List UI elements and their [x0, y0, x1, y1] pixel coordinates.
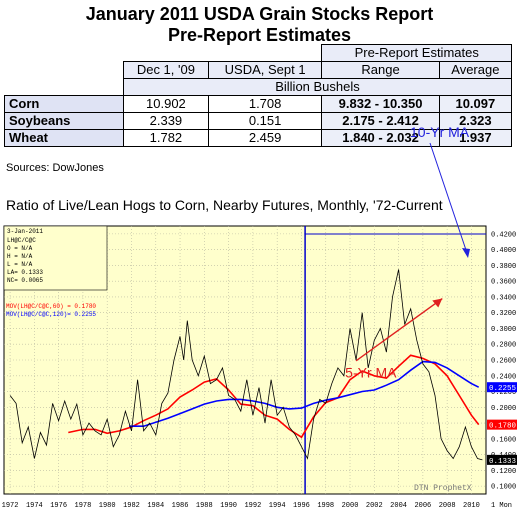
x-tick-label: 2006 — [414, 502, 431, 510]
report-subtitle: Pre-Report Estimates — [167, 25, 352, 45]
y-tick-label: 0.3000 — [491, 326, 516, 334]
x-tick-label: 1974 — [26, 502, 43, 510]
y-tick-label: 0.2200 — [491, 389, 516, 397]
sources-note: Sources: DowJones — [6, 162, 104, 174]
chart-title: Ratio of Live/Lean Hogs to Corn, Nearby … — [6, 197, 443, 213]
series-line — [129, 360, 480, 427]
x-tick-label: 1986 — [172, 502, 189, 510]
table-row: Corn 10.902 1.708 9.832 - 10.350 10.097 — [4, 95, 513, 113]
value-badge-label: 0.1333 — [489, 458, 517, 466]
x-tick-label: 1998 — [317, 502, 334, 510]
cell-sept: 0.151 — [207, 112, 323, 130]
value-badge — [487, 454, 517, 465]
y-tick-label: 0.3400 — [491, 294, 516, 302]
cell-average: 1.937 — [438, 129, 513, 147]
x-tick-label: 1982 — [123, 502, 140, 510]
table-row: Wheat 1.782 2.459 1.840 - 2.032 1.937 — [4, 129, 513, 147]
report-title: January 2011 USDA Grain Stocks Report — [85, 4, 434, 24]
legend-line: H = N/A — [7, 253, 33, 260]
y-tick-label: 0.3200 — [491, 310, 516, 318]
legend-line: LA= 0.1333 — [7, 269, 43, 276]
legend-line: LH@C/C@C — [7, 237, 36, 244]
group-header: Pre-Report Estimates — [321, 44, 512, 62]
legend-line: NC= 0.0065 — [7, 277, 43, 284]
col-header-range: Range — [321, 61, 440, 79]
value-badge — [487, 382, 517, 393]
ma10-annotation: 10-Yr MA — [410, 124, 470, 140]
cell-sept: 1.708 — [207, 95, 323, 113]
x-tick-label: 1978 — [75, 502, 92, 510]
y-tick-label: 0.1200 — [491, 468, 516, 476]
x-tick-label: 1988 — [196, 502, 213, 510]
y-tick-label: 0.3800 — [491, 263, 516, 271]
date-label: 3-Jan-2011 — [7, 228, 43, 235]
col-header-average: Average — [438, 61, 513, 79]
cell-range: 2.175 - 2.412 — [321, 112, 440, 130]
legend-line: L = N/A — [7, 261, 33, 268]
y-tick-label: 0.4200 — [491, 231, 516, 239]
hogs-corn-ratio-chart: 0.4200 0.4000 0.3800 0.3600 0.3400 0.3200 0.30… — [0, 222, 519, 518]
x-tick-label: 2000 — [342, 502, 359, 510]
y-tick-label: 0.2800 — [491, 342, 516, 350]
ma-legend-label: MOV(LH@C/C@C,120)= 0.2255 — [6, 311, 96, 318]
y-tick-label: 0.2600 — [491, 358, 516, 366]
period-label: 1 Mon — [491, 502, 512, 510]
cell-range: 1.840 - 2.032 — [321, 129, 440, 147]
ma-legend-label: MOV(LH@C/C@C,60) = 0.1780 — [6, 303, 96, 310]
y-tick-label: 0.4000 — [491, 247, 516, 255]
estimates-table: Pre-Report Estimates Dec 1, '09 USDA, Se… — [4, 44, 513, 147]
series-line — [68, 354, 480, 439]
y-tick-label: 0.2400 — [491, 373, 516, 381]
x-tick-label: 1984 — [147, 502, 164, 510]
cell-range: 9.832 - 10.350 — [321, 95, 440, 113]
x-tick-label: 1990 — [220, 502, 237, 510]
x-tick-label: 2002 — [366, 502, 383, 510]
table-row: Soybeans 2.339 0.151 2.175 - 2.412 2.323 — [4, 112, 513, 130]
cell-average: 2.323 — [438, 112, 513, 130]
y-tick-label: 0.1600 — [491, 436, 516, 444]
y-tick-label: 0.1000 — [491, 484, 516, 492]
legend-box — [3, 225, 108, 291]
x-tick-label: 1976 — [50, 502, 67, 510]
x-tick-label: 2010 — [463, 502, 480, 510]
x-tick-label: 1972 — [2, 502, 19, 510]
ma5-annotation: 5-Yr MA — [345, 364, 397, 380]
x-tick-label: 1994 — [269, 502, 286, 510]
x-tick-label: 1980 — [99, 502, 116, 510]
row-label: Wheat — [4, 129, 124, 147]
cell-dec: 10.902 — [123, 95, 209, 113]
watermark: DTN ProphetX — [414, 484, 472, 493]
x-tick-label: 2004 — [390, 502, 407, 510]
series-line — [9, 269, 483, 461]
legend-line: O = N/A — [7, 245, 33, 252]
row-label: Soybeans — [4, 112, 124, 130]
col-header-sept: USDA, Sept 1 — [207, 61, 323, 79]
y-tick-label: 0.3600 — [491, 279, 516, 287]
value-badge-label: 0.2255 — [489, 385, 517, 393]
y-tick-label: 0.2000 — [491, 405, 516, 413]
cell-sept: 2.459 — [207, 129, 323, 147]
cell-average: 10.097 — [438, 95, 513, 113]
x-tick-label: 2008 — [439, 502, 456, 510]
col-header-dec: Dec 1, '09 — [123, 61, 209, 79]
value-badge — [487, 419, 517, 430]
cell-dec: 2.339 — [123, 112, 209, 130]
x-tick-label: 1996 — [293, 502, 310, 510]
row-label: Corn — [4, 95, 124, 113]
ma5-arrowhead — [432, 298, 443, 308]
cell-dec: 1.782 — [123, 129, 209, 147]
units-row: Billion Bushels — [123, 78, 512, 96]
ma5-arrow — [355, 297, 443, 362]
x-tick-label: 1992 — [244, 502, 261, 510]
value-badge-label: 0.1780 — [489, 423, 517, 431]
